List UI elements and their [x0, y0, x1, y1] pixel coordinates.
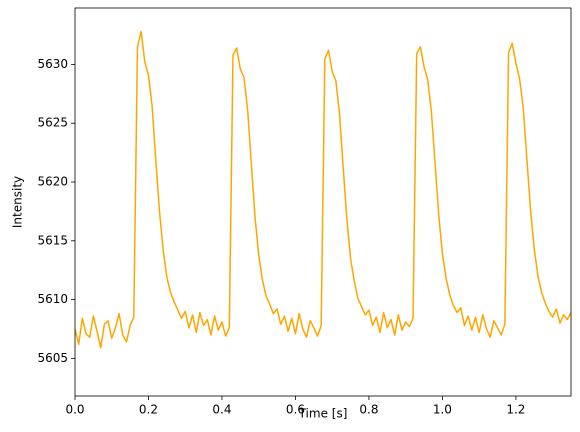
x-tick-label: 0.0 — [65, 403, 84, 417]
x-tick-label: 1.2 — [506, 403, 525, 417]
x-tick-label: 0.2 — [139, 403, 158, 417]
y-tick-label: 5615 — [37, 233, 68, 247]
x-axis-label: Time [s] — [298, 407, 348, 421]
data-line — [75, 30, 571, 349]
y-tick-label: 5625 — [37, 116, 68, 130]
x-tick-label: 0.6 — [286, 403, 305, 417]
plot-frame — [74, 7, 572, 397]
x-tick-label: 0.4 — [212, 403, 231, 417]
y-tick-label: 5610 — [37, 292, 68, 306]
y-tick-label: 5620 — [37, 175, 68, 189]
x-tick-label: 1.0 — [433, 403, 452, 417]
y-axis-label: Intensity — [11, 176, 25, 228]
x-tick-label: 0.8 — [359, 403, 378, 417]
y-tick-label: 5630 — [37, 57, 68, 71]
y-tick-label: 5605 — [37, 351, 68, 365]
